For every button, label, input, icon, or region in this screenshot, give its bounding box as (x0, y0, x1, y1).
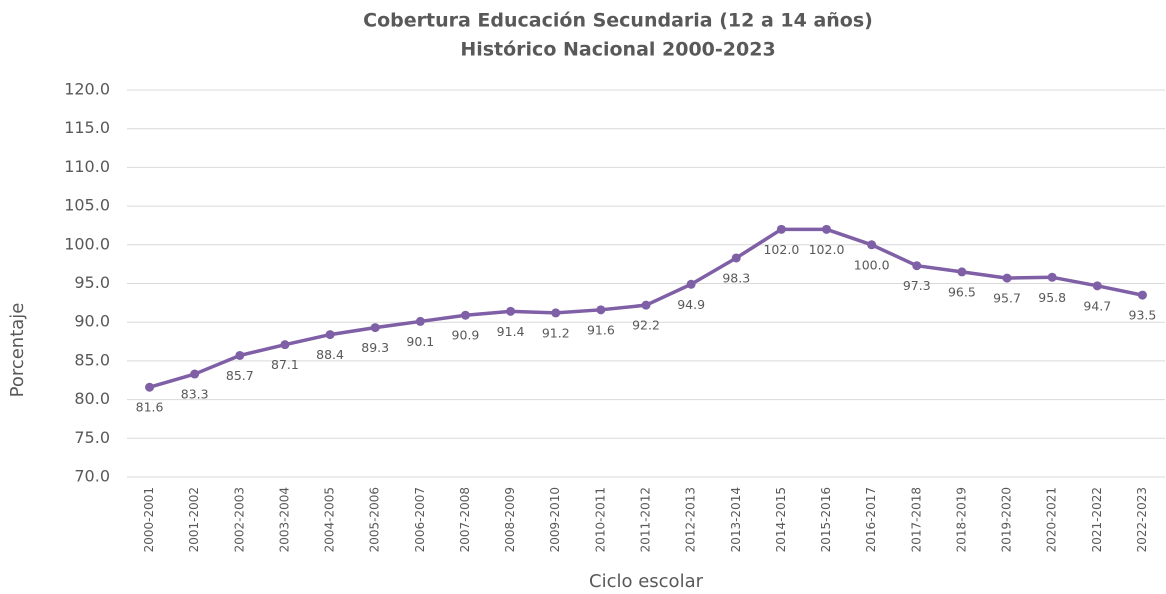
x-tick-label: 2014-2015 (774, 487, 788, 552)
data-label: 91.2 (542, 325, 570, 340)
x-tick-label: 2012-2013 (684, 487, 698, 552)
data-label: 100.0 (854, 257, 890, 272)
data-point (370, 323, 380, 333)
x-tick-label: 2008-2009 (503, 487, 517, 552)
data-point (822, 224, 832, 234)
data-point (460, 310, 470, 320)
y-axis-title: Porcentaje (7, 303, 28, 398)
x-tick-label: 2001-2002 (187, 487, 201, 552)
data-label: 95.8 (1038, 290, 1066, 305)
x-tick-label: 2009-2010 (548, 487, 562, 552)
x-tick-label: 2018-2019 (954, 487, 968, 552)
data-label: 96.5 (948, 284, 976, 299)
data-label: 95.7 (993, 291, 1021, 306)
y-tick-label: 90.0 (74, 312, 110, 331)
data-point (641, 300, 651, 310)
data-label: 102.0 (809, 242, 845, 257)
data-point (596, 305, 606, 315)
x-tick-label: 2003-2004 (277, 487, 291, 552)
y-tick-label: 85.0 (74, 350, 110, 369)
data-point (912, 261, 922, 271)
y-tick-label: 115.0 (64, 118, 110, 137)
data-label: 88.4 (316, 347, 344, 362)
data-point (1092, 281, 1102, 291)
data-point (1137, 290, 1147, 300)
y-tick-label: 120.0 (64, 80, 110, 99)
data-point (190, 369, 200, 379)
data-point (1047, 272, 1057, 282)
x-tick-label: 2016-2017 (864, 487, 878, 552)
x-tick-label: 2010-2011 (593, 487, 607, 552)
y-tick-label: 105.0 (64, 196, 110, 215)
y-tick-label: 100.0 (64, 234, 110, 253)
data-label: 90.9 (452, 328, 480, 343)
data-point (731, 253, 741, 263)
data-label: 90.1 (406, 334, 434, 349)
data-label: 97.3 (903, 278, 931, 293)
data-label: 94.7 (1083, 298, 1111, 313)
data-label: 94.9 (677, 297, 705, 312)
x-axis-title: Ciclo escolar (589, 571, 704, 592)
x-tick-label: 2015-2016 (819, 487, 833, 552)
x-tick-label: 2011-2012 (639, 487, 653, 552)
x-tick-label: 2005-2006 (368, 487, 382, 552)
data-point (776, 224, 786, 234)
y-tick-label: 110.0 (64, 157, 110, 176)
data-point (1002, 273, 1012, 283)
x-tick-label: 2022-2023 (1135, 487, 1149, 552)
data-point (145, 382, 155, 392)
x-tick-label: 2017-2018 (909, 487, 923, 552)
x-tick-label: 2013-2014 (729, 487, 743, 552)
y-tick-label: 75.0 (74, 428, 110, 447)
x-tick-label: 2004-2005 (323, 487, 337, 552)
data-point (325, 330, 335, 340)
x-tick-label: 2021-2022 (1090, 487, 1104, 552)
data-label: 93.5 (1129, 308, 1157, 323)
data-label: 92.2 (632, 318, 660, 333)
x-tick-label: 2002-2003 (232, 487, 246, 552)
data-point (957, 267, 967, 277)
chart-subtitle: Histórico Nacional 2000-2023 (460, 39, 775, 61)
x-tick-label: 2006-2007 (413, 487, 427, 552)
y-tick-label: 80.0 (74, 389, 110, 408)
data-point (506, 306, 516, 316)
x-tick-label: 2019-2020 (1000, 487, 1014, 552)
data-point (235, 350, 245, 360)
y-tick-label: 70.0 (74, 467, 110, 486)
data-label: 91.4 (497, 324, 525, 339)
data-label: 81.6 (136, 400, 164, 415)
data-point (686, 279, 696, 289)
data-label: 102.0 (763, 242, 799, 257)
data-label: 91.6 (587, 322, 615, 337)
data-point (280, 340, 290, 350)
x-tick-label: 2007-2008 (458, 487, 472, 552)
y-tick-label: 95.0 (74, 273, 110, 292)
data-label: 98.3 (722, 270, 750, 285)
x-tick-label: 2000-2001 (142, 487, 156, 552)
data-label: 83.3 (181, 387, 209, 402)
data-label: 87.1 (271, 357, 299, 372)
data-point (867, 240, 877, 250)
data-point (551, 308, 561, 318)
data-label: 89.3 (361, 340, 389, 355)
x-tick-label: 2020-2021 (1045, 487, 1059, 552)
data-point (415, 316, 425, 326)
chart-title: Cobertura Educación Secundaria (12 a 14 … (363, 10, 873, 32)
data-label: 85.7 (226, 368, 254, 383)
